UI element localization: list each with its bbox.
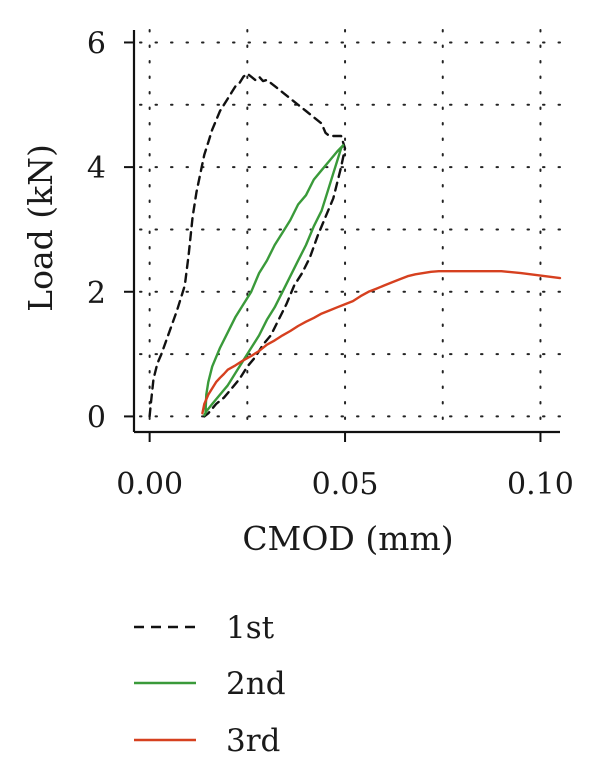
legend-item-1st: 1st xyxy=(134,610,275,646)
y-tick-label: 4 xyxy=(87,151,106,186)
y-tick-label: 2 xyxy=(87,276,106,311)
grid-lines xyxy=(139,29,561,427)
x-tick-label: 0.05 xyxy=(312,467,379,502)
series-lines xyxy=(148,72,562,418)
series-line-1st xyxy=(148,72,347,418)
series-line-3rd xyxy=(201,270,562,415)
legend-item-3rd: 3rd xyxy=(134,723,280,759)
y-tick-label: 0 xyxy=(87,400,106,435)
legend-label-3rd: 3rd xyxy=(226,723,280,759)
legend-item-2nd: 2nd xyxy=(134,666,286,702)
legend: 1st 2nd 3rd xyxy=(134,610,286,759)
x-axis-title: CMOD (mm) xyxy=(242,519,453,558)
y-axis-title: Load (kN) xyxy=(21,144,60,312)
series-line-2nd xyxy=(203,144,345,417)
axes xyxy=(132,30,560,434)
legend-label-1st: 1st xyxy=(226,610,275,646)
x-tick-label: 0.10 xyxy=(507,467,574,502)
y-tick-label: 6 xyxy=(87,26,106,61)
x-tick-label: 0.00 xyxy=(116,467,183,502)
legend-label-2nd: 2nd xyxy=(226,666,286,702)
ticks: 0 2 4 6 0.00 0.05 0.10 xyxy=(87,26,574,502)
